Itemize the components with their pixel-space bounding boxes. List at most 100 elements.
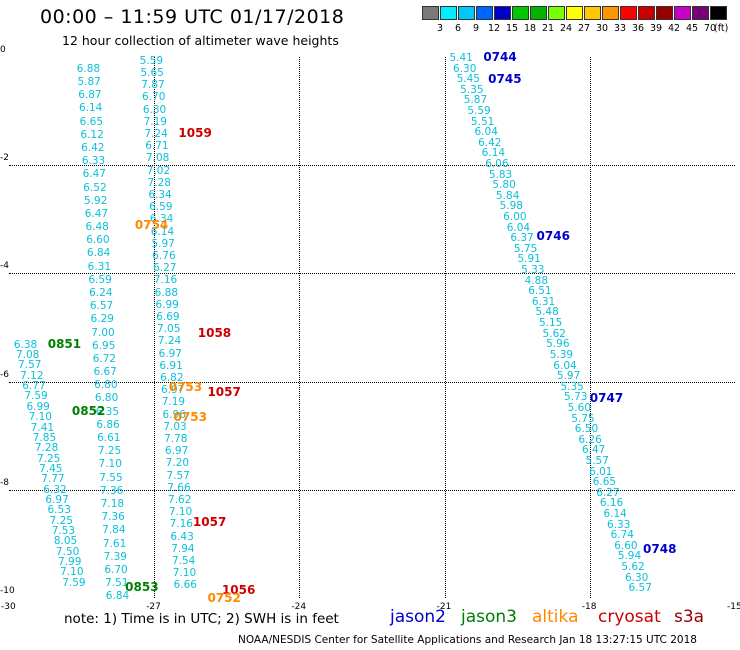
x-tick-label: -18 (581, 602, 597, 612)
scale-label: 36 (631, 23, 645, 34)
wave-height-value: 6.34 (148, 188, 172, 201)
wave-height-value: 7.54 (171, 555, 196, 568)
wave-height-value: 7.50 (55, 545, 80, 558)
scale-swatch (674, 6, 691, 20)
wave-height-value: 5.65 (140, 66, 164, 79)
wave-height-value: 7.10 (168, 506, 193, 519)
y-tick-label: -4 (0, 261, 9, 272)
wave-height-value: 7.59 (62, 576, 86, 589)
wave-height-value: 7.00 (91, 326, 115, 339)
pass-time-label: 0754 (134, 217, 169, 232)
sat-legend-cryosat: cryosat (598, 607, 661, 627)
pass-time-label: 0746 (536, 228, 570, 243)
wave-height-value: 6.30 (624, 571, 649, 584)
pass-time-label: 1057 (192, 515, 227, 530)
wave-height-value: 7.20 (165, 457, 190, 470)
wave-height-value: 6.53 (47, 504, 71, 517)
pass-time-label: 0747 (589, 390, 624, 405)
wave-height-value: 7.78 (164, 433, 188, 446)
x-tick-label: -15 (727, 602, 740, 612)
wave-height-value: 7.25 (36, 452, 61, 465)
x-tick-label: -21 (436, 602, 452, 612)
wave-height-value: 6.24 (89, 286, 113, 299)
wave-height-value: 6.27 (596, 486, 620, 499)
pass-time-label: 0753 (173, 409, 207, 424)
wave-height-value: 7.51 (105, 577, 129, 590)
wave-height-value: 5.48 (535, 306, 559, 319)
wave-height-value: 6.30 (142, 103, 167, 116)
wave-height-value: 6.97 (164, 445, 189, 458)
pass-time-label: 1058 (197, 325, 232, 340)
wave-height-value: 6.70 (104, 563, 128, 576)
wave-height-value: 7.28 (147, 176, 171, 189)
grid-line-horizontal (9, 381, 735, 383)
wave-height-value: 6.16 (599, 497, 624, 510)
wave-height-value: 7.36 (101, 511, 125, 524)
wave-height-value: 7.08 (145, 152, 170, 165)
grid-line-vertical (299, 57, 301, 598)
scale-label: 33 (613, 23, 627, 34)
wave-height-value: 7.87 (141, 79, 165, 92)
y-tick-label: 0 (0, 45, 6, 55)
scale-label: 18 (523, 23, 537, 34)
wave-height-value: 7.62 (168, 494, 192, 507)
wave-height-value: 5.98 (499, 200, 523, 213)
wave-height-value: 6.91 (159, 359, 183, 372)
wave-height-value: 7.84 (102, 524, 126, 537)
wave-height-value: 6.96 (162, 408, 186, 421)
scale-label: 24 (559, 23, 573, 34)
wave-height-value: 6.97 (160, 384, 185, 397)
wave-height-value: 6.99 (26, 400, 50, 413)
scale-label: 21 (541, 23, 555, 34)
y-tick-label: -2 (0, 153, 9, 164)
scale-swatch (494, 6, 511, 20)
pass-time-label: 1059 (178, 125, 212, 140)
scale-swatch (440, 6, 457, 20)
wave-height-value: 5.96 (546, 338, 570, 351)
wave-height-value: 5.92 (84, 194, 108, 207)
wave-height-value: 7.57 (166, 469, 190, 482)
footer-credit: NOAA/NESDIS Center for Satellite Applica… (238, 634, 697, 646)
wave-height-value: 6.14 (603, 507, 627, 520)
wave-height-value: 5.15 (538, 317, 563, 330)
wave-height-value: 5.73 (564, 391, 588, 404)
wave-height-value: 5.59 (139, 54, 164, 67)
wave-height-value: 7.45 (39, 462, 63, 475)
scale-label: 42 (667, 23, 681, 34)
scale-label: 45 (685, 23, 699, 34)
wave-height-value: 6.84 (105, 590, 130, 603)
wave-height-value: 6.65 (79, 115, 104, 128)
wave-height-value: 7.57 (18, 359, 42, 372)
wave-height-value: 6.60 (86, 234, 110, 247)
scale-swatch (620, 6, 637, 20)
scale-swatch (692, 6, 709, 20)
wave-height-value: 5.83 (488, 168, 513, 181)
wave-height-value: 5.87 (463, 94, 488, 107)
y-tick-label: -8 (0, 477, 9, 488)
wave-height-value: 6.47 (581, 444, 606, 457)
x-tick-label: -30 (1, 602, 16, 612)
wave-height-value: 4.88 (524, 274, 549, 287)
wave-height-value: 6.47 (82, 168, 106, 181)
wave-height-value: 5.75 (513, 242, 538, 255)
scale-label: 39 (649, 23, 663, 34)
wave-height-value: 7.08 (15, 349, 40, 362)
wave-height-value: 6.70 (142, 91, 166, 104)
wave-height-value: 7.94 (171, 542, 195, 555)
scale-swatch (584, 6, 601, 20)
wave-height-value: 5.62 (621, 560, 645, 573)
wave-height-value: 7.19 (143, 115, 167, 128)
wave-height-value: 6.06 (485, 158, 509, 171)
pass-time-label: 0744 (483, 50, 517, 64)
wave-height-value: 7.25 (97, 445, 122, 458)
wave-height-value: 6.37 (510, 232, 534, 245)
wave-height-value: 7.16 (153, 274, 178, 287)
scale-swatch (476, 6, 493, 20)
wave-height-value: 7.39 (103, 550, 127, 563)
y-tick-label: -10 (0, 586, 15, 596)
scale-label: 15 (505, 23, 519, 34)
wave-height-value: 7.24 (144, 127, 168, 140)
scale-swatch (710, 6, 727, 20)
scale-swatch (512, 6, 529, 20)
wave-height-value: 6.52 (83, 181, 107, 194)
